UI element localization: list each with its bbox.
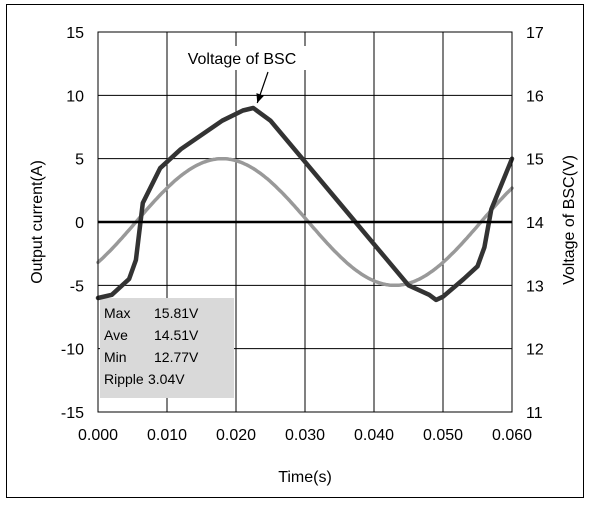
stat-value: 14.51V [154, 327, 199, 343]
y-tick-label-left: -10 [61, 342, 84, 359]
x-tick-label: 0.040 [354, 427, 394, 444]
y-axis-title-right: Voltage of BSC(V) [561, 155, 578, 285]
annotation-label-bg [170, 46, 314, 70]
x-axis-title: Time(s) [278, 469, 332, 486]
stat-label: Max [104, 305, 130, 321]
y-tick-label-right: 13 [526, 278, 544, 295]
x-tick-label: 0.030 [285, 427, 325, 444]
chart-frame [6, 4, 584, 498]
annotation: Voltage of BSC [170, 46, 314, 104]
y-tick-label-left: 10 [66, 88, 84, 105]
y-tick-label-right: 15 [526, 152, 544, 169]
y-tick-label-left: 15 [66, 25, 84, 42]
x-tick-label: 0.020 [216, 427, 256, 444]
stat-label: Min [104, 349, 127, 365]
stat-label: Ripple [104, 371, 144, 387]
y-tick-label-right: 14 [526, 215, 544, 232]
series-output-current [96, 156, 514, 288]
y-tick-label-right: 17 [526, 25, 544, 42]
annotation-label: Voltage of BSC [188, 51, 297, 68]
y-tick-label-right: 16 [526, 88, 544, 105]
annotation-arrow-head [256, 93, 264, 103]
y-tick-label-left: 5 [75, 152, 84, 169]
y-tick-label-right: 11 [526, 405, 543, 422]
y-axis-title-left: Output current(A) [29, 160, 46, 284]
stats-text: Max 15.81V Ave 14.51V Min 12.77V Ripple 3.04V [104, 305, 199, 387]
x-tick-label: 0.050 [423, 427, 463, 444]
y-tick-label-left: -5 [70, 278, 84, 295]
tick-labels: 0.000 0.010 0.020 0.030 0.040 0.050 0.060 15 10 5… [61, 25, 544, 444]
stat-value: 12.77V [154, 349, 199, 365]
y-tick-label-left: 0 [75, 215, 84, 232]
stat-value: 3.04V [148, 371, 185, 387]
y-tick-label-right: 12 [526, 342, 544, 359]
x-tick-label: 0.060 [492, 427, 532, 444]
x-tick-label: 0.000 [78, 427, 118, 444]
stat-value: 15.81V [154, 305, 199, 321]
stat-label: Ave [104, 327, 128, 343]
y-tick-label-left: -15 [61, 405, 84, 422]
stats-box [100, 298, 234, 398]
x-tick-label: 0.010 [147, 427, 187, 444]
